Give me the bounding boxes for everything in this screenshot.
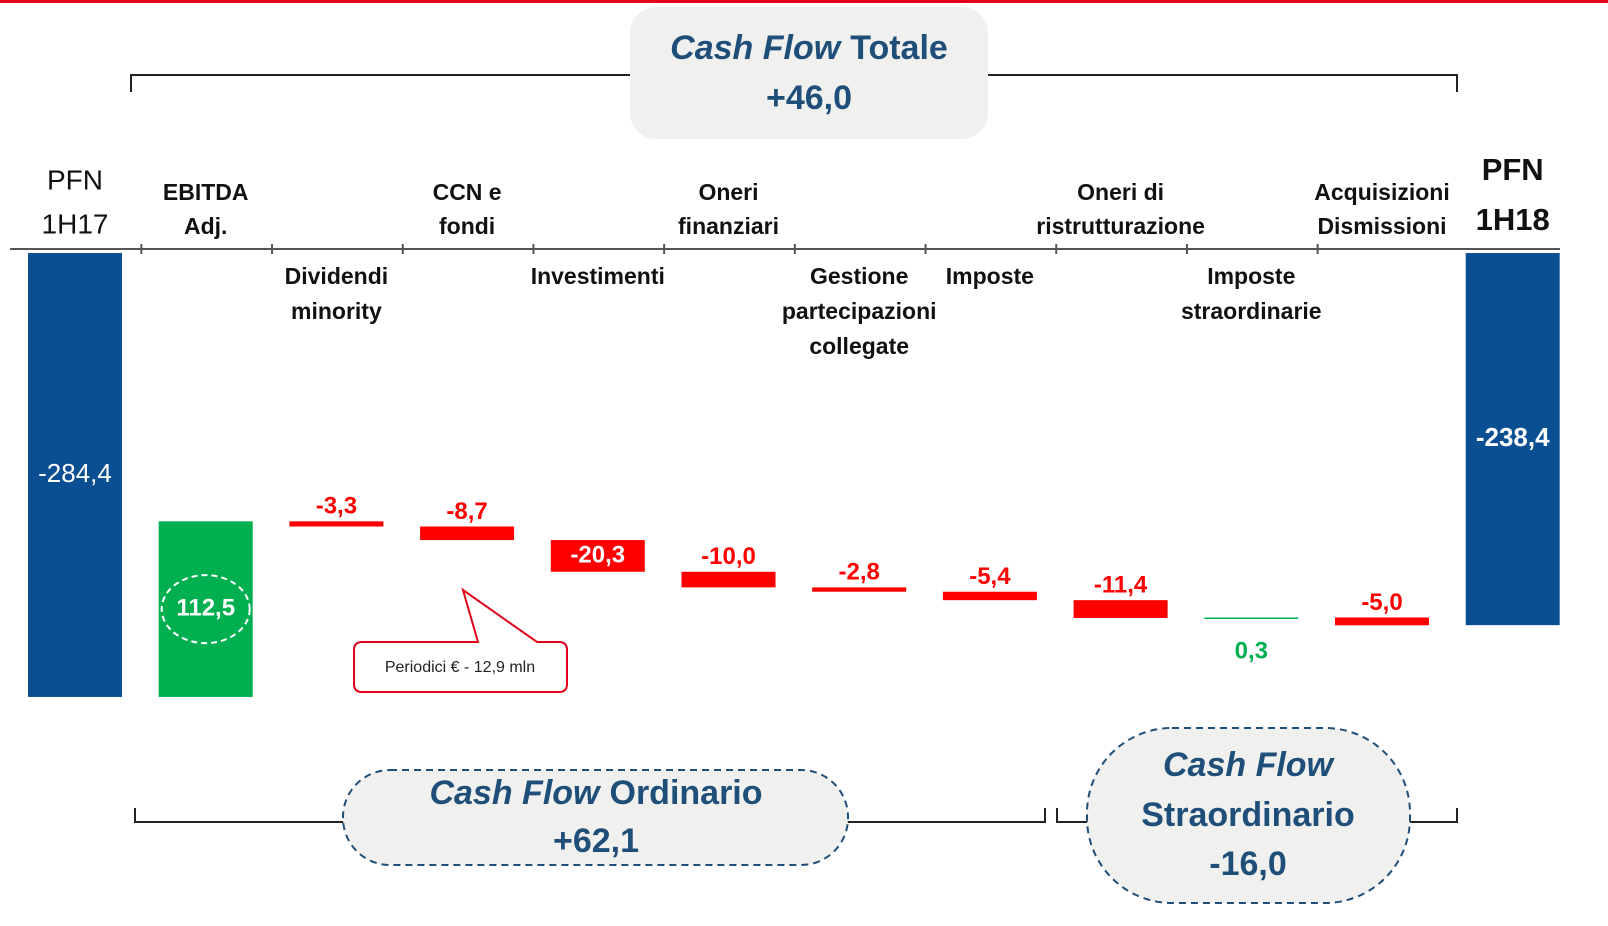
category-label: EBITDA [163,179,249,205]
annotation-part: Ordinario [610,774,763,812]
value-label: -8,7 [446,498,487,525]
category-label: ristrutturazione [1036,213,1205,239]
annotation-part: Straordinario [1141,796,1354,834]
value-label: -3,3 [316,493,357,520]
category-label: CCN e [433,179,502,205]
annotation: Straordinario [1141,796,1354,834]
category-label: collegate [809,333,909,359]
category-label: finanziari [678,213,779,239]
category-label: 1H17 [42,208,109,239]
category-label: Oneri [698,179,758,205]
category-label: minority [291,298,382,324]
annotation-part: Totale [850,29,948,67]
callout-box [353,587,568,693]
box-ordinario [342,769,849,866]
value-label: -238,4 [1476,422,1550,452]
category-label: fondi [439,213,495,239]
category-label: Adj. [184,213,227,239]
category-label: Dismissioni [1317,213,1446,239]
category-label: PFN [1482,152,1544,187]
category-label: Dividendi [285,263,389,289]
annotation-part: Cash Flow [670,29,843,67]
value-label: 112,5 [176,594,235,621]
annotation: Cash Flow [1163,746,1336,784]
bar [1465,253,1560,626]
bar [420,526,515,541]
category-label: Acquisizioni [1314,179,1449,205]
value-label: -10,0 [701,543,756,570]
category-label: Gestione [810,263,908,289]
annotation-part: +62,1 [553,822,639,860]
category-label: Oneri di [1077,179,1164,205]
top-rule [0,0,1608,3]
bar [681,571,776,588]
bar [289,521,384,527]
category-label: Imposte [946,263,1034,289]
bar [812,587,907,592]
annotation: +62,1 [553,822,639,860]
category-label: straordinarie [1181,298,1322,324]
annotation-part: -16,0 [1209,845,1287,883]
annotation: -16,0 [1209,845,1287,883]
bar [1073,600,1168,618]
annotation-part: Cash Flow [1163,746,1336,784]
value-label: -2,8 [839,559,880,586]
category-label: partecipazioni [782,298,937,324]
bar [1204,617,1299,619]
box-total [630,7,988,139]
category-label: 1H18 [1476,202,1550,237]
bar [1335,617,1429,626]
bar [158,521,253,697]
label-ring [160,574,251,645]
category-label: Imposte [1207,263,1295,289]
annotation: +46,0 [766,79,852,117]
annotation: Cash Flow Totale [670,29,948,67]
annotation-part: +46,0 [766,79,852,117]
value-label: -284,4 [38,458,112,488]
category-label: PFN [47,164,103,195]
category-label: Investimenti [531,263,665,289]
value-label: -5,0 [1361,589,1402,616]
annotation: Cash Flow Ordinario [429,774,762,812]
value-label: -11,4 [1094,572,1148,599]
value-label: 0,3 [1235,637,1268,664]
bar [28,253,122,697]
value-label: -20,3 [570,541,625,568]
callout-text: Periodici € - 12,9 mln [385,659,535,676]
box-straordinario [1086,727,1411,904]
annotation-part: Cash Flow [429,774,602,812]
bar [550,540,645,572]
value-label: -5,4 [969,563,1011,590]
bar [942,591,1037,601]
